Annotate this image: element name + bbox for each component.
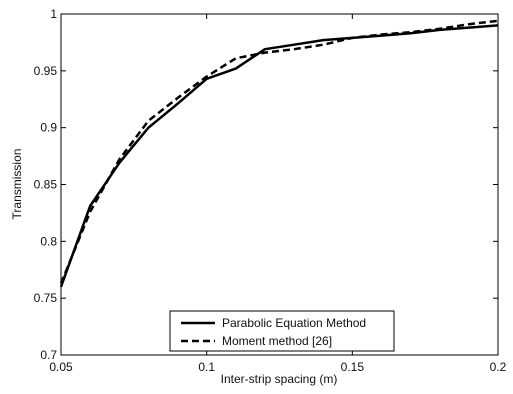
x-tick-label: 0.2 — [490, 360, 507, 374]
x-tick-label: 0.15 — [341, 360, 365, 374]
y-tick-label: 0.75 — [34, 291, 58, 305]
y-tick-label: 0.85 — [34, 178, 58, 192]
x-tick-label: 0.1 — [198, 360, 215, 374]
y-tick-label: 0.7 — [40, 348, 57, 362]
axis-ticks: 0.05 0.1 0.15 0.2 0.7 0.75 0.8 0.85 0.9 0.95 1 — [34, 7, 507, 374]
legend-label-parabolic: Parabolic Equation Method — [222, 316, 366, 330]
series-line-moment-method — [59, 19, 499, 284]
y-tick-label: 0.9 — [40, 121, 57, 135]
x-tick-label: 0.05 — [49, 360, 73, 374]
y-tick-label: 0.8 — [40, 234, 57, 248]
x-axis-title: Inter-strip spacing (m) — [221, 372, 338, 386]
series-layer — [59, 19, 499, 288]
plot-area — [60, 13, 499, 356]
legend: Parabolic Equation Method Moment method … — [169, 310, 395, 352]
y-tick-label: 1 — [50, 7, 57, 21]
y-axis-title: Transmission — [10, 149, 24, 220]
y-tick-label: 0.95 — [34, 64, 58, 78]
legend-label-moment: Moment method [26] — [222, 334, 332, 348]
legend-box — [169, 310, 395, 352]
